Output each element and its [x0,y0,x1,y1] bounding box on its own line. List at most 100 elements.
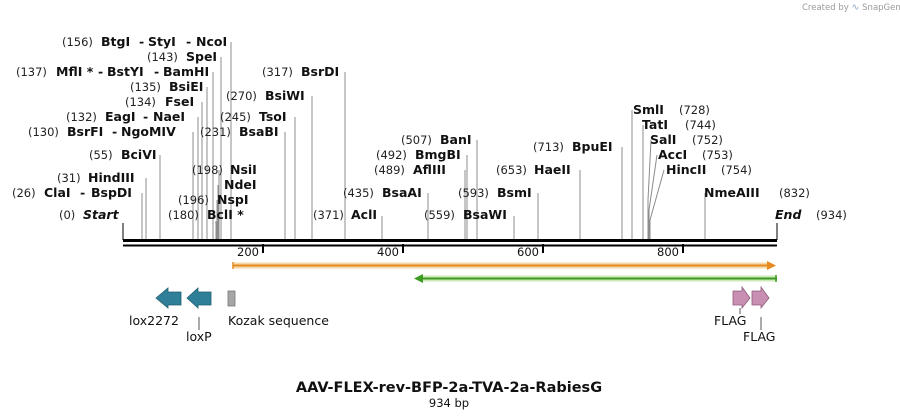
svg-text:-: - [139,34,144,49]
enzyme-bsawi[interactable]: BsaWI [463,207,507,222]
site-group-245[interactable]: (245) TsoI [220,109,287,124]
feature-kozak-sequence[interactable]: Kozak sequence [227,290,329,328]
site-group-137[interactable]: (137) MflI * - BstYI - BamHI [16,64,209,79]
site-group-728[interactable]: SmlI (728) [633,102,710,117]
site-group-143[interactable]: (143) SpeI [147,49,217,64]
enzyme-btgi[interactable]: BtgI [101,34,130,49]
enzyme-acci[interactable]: AccI [658,147,687,162]
site-group-26[interactable]: (26) ClaI - BspDI [12,185,132,200]
feature-lox2272[interactable]: lox2272 [129,287,182,328]
site-position: (156) [62,35,93,49]
enzyme-mfli[interactable]: MflI * [56,64,94,79]
site-position: (135) [130,80,161,94]
enzyme-afliii[interactable]: AflIII [413,162,446,177]
site-group-593[interactable]: (593) BsmI [458,185,532,200]
site-group-754[interactable]: HincII (754) [666,162,752,177]
site-position: (559) [424,208,455,222]
enzyme-hincii[interactable]: HincII [666,162,706,177]
feature-loxp[interactable]: loxP [186,287,212,344]
enzyme-bani[interactable]: BanI [440,132,472,147]
site-group-132[interactable]: (132) EagI - NaeI [66,109,185,124]
enzyme-naei[interactable]: NaeI [153,109,185,124]
site-group-270[interactable]: (270) BsiWI [226,88,305,103]
site-position: (134) [125,95,156,109]
enzyme-bcivi[interactable]: BciVI [121,147,157,162]
site-position: (31) [57,171,81,185]
enzyme-hindiii[interactable]: HindIII [88,170,135,185]
enzyme-sali[interactable]: SalI [650,132,676,147]
enzyme-bsrfi[interactable]: BsrFI [67,124,103,139]
enzyme-nmeaiii[interactable]: NmeAIII [704,185,760,200]
site-group-180[interactable]: (180) BclI * [168,207,244,222]
site-group-752[interactable]: SalI (752) [650,132,723,147]
enzyme-tsoi[interactable]: TsoI [259,109,287,124]
site-position: (754) [721,163,752,177]
enzyme-bpuei[interactable]: BpuEI [572,139,613,154]
enzyme-clai[interactable]: ClaI [44,185,71,200]
enzyme-bsabi[interactable]: BsaBI [239,124,279,139]
enzyme-tati[interactable]: TatI [642,117,668,132]
site-group-317[interactable]: (317) BsrDI [262,64,339,79]
feature-flag-2[interactable]: FLAG [743,285,775,344]
enzyme-acli[interactable]: AclI [351,207,377,222]
site-group-135[interactable]: (135) BsiEI [130,79,203,94]
site-group-713[interactable]: (713) BpuEI [533,139,613,154]
feature-flag-1[interactable]: FLAG [714,285,751,328]
enzyme-styi[interactable]: StyI [148,34,176,49]
site-group-744[interactable]: TatI (744) [642,117,716,132]
enzyme-bsiwi[interactable]: BsiWI [265,88,305,103]
site-position: (317) [262,65,293,79]
site-group-134[interactable]: (134) FseI [125,94,194,109]
enzyme-haeii[interactable]: HaeII [534,162,571,177]
site-group-371[interactable]: (371) AclI [313,207,377,222]
site-position: (26) [12,186,36,200]
site-position: (270) [226,89,257,103]
site-position: (371) [313,208,344,222]
feature-label-lox2272: lox2272 [129,313,179,328]
site-group-198[interactable]: (198) NsiI [192,162,257,177]
enzyme-bsiei[interactable]: BsiEI [169,79,203,94]
enzyme-eagi[interactable]: EagI [105,109,136,124]
site-group-196[interactable]: (196) NspI [178,192,249,207]
enzyme-ngomiv[interactable]: NgoMIV [121,124,176,139]
site-group-31[interactable]: (31) HindIII [57,170,135,185]
enzyme-nsii[interactable]: NsiI [230,162,257,177]
site-group-753[interactable]: AccI (753) [658,147,733,162]
enzyme-bmgbi[interactable]: BmgBI [415,147,461,162]
enzyme-fsei[interactable]: FseI [165,94,194,109]
site-group-559[interactable]: (559) BsaWI [424,207,507,222]
enzyme-ncoi[interactable]: NcoI [196,34,227,49]
site-position: (137) [16,65,47,79]
enzyme-bsaai[interactable]: BsaAI [382,185,422,200]
site-group-156[interactable]: (156) BtgI - StyI - NcoI [62,34,227,49]
site-group-832[interactable]: NmeAIII (832) [704,185,810,200]
site-line-hincii [649,169,665,240]
enzyme-smli[interactable]: SmlI [633,102,664,117]
enzyme-bspdi[interactable]: BspDI [91,185,132,200]
orf-forward[interactable] [232,261,776,270]
snapgene-logo-icon: ∿ [851,2,860,13]
enzyme-nspi[interactable]: NspI [217,192,249,207]
orf-reverse[interactable] [414,274,777,283]
feature-label-loxp: loxP [186,329,212,344]
enzyme-bamhi[interactable]: BamHI [163,64,209,79]
site-group-ndei[interactable]: NdeI [224,177,257,192]
enzyme-bstyi[interactable]: BstYI [107,64,144,79]
enzyme-bsmi[interactable]: BsmI [497,185,532,200]
enzyme-bsrdi[interactable]: BsrDI [301,64,339,79]
enzyme-bcli[interactable]: BclI * [207,207,244,222]
site-group-231[interactable]: (231) BsaBI [200,124,279,139]
site-group-653[interactable]: (653) HaeII [496,162,571,177]
plasmid-size: 934 bp [429,396,469,410]
enzyme-spei[interactable]: SpeI [186,49,217,64]
site-group-55[interactable]: (55) BciVI [89,147,157,162]
site-group-492[interactable]: (492) BmgBI [376,147,461,162]
site-group-130[interactable]: (130) BsrFI - NgoMIV [28,124,176,139]
site-group-435[interactable]: (435) BsaAI [343,185,422,200]
site-group-489[interactable]: (489) AflIII [374,162,446,177]
svg-text:-: - [112,124,117,139]
enzyme-ndei[interactable]: NdeI [224,177,257,192]
site-position: (744) [685,118,716,132]
site-group-507[interactable]: (507) BanI [401,132,472,147]
